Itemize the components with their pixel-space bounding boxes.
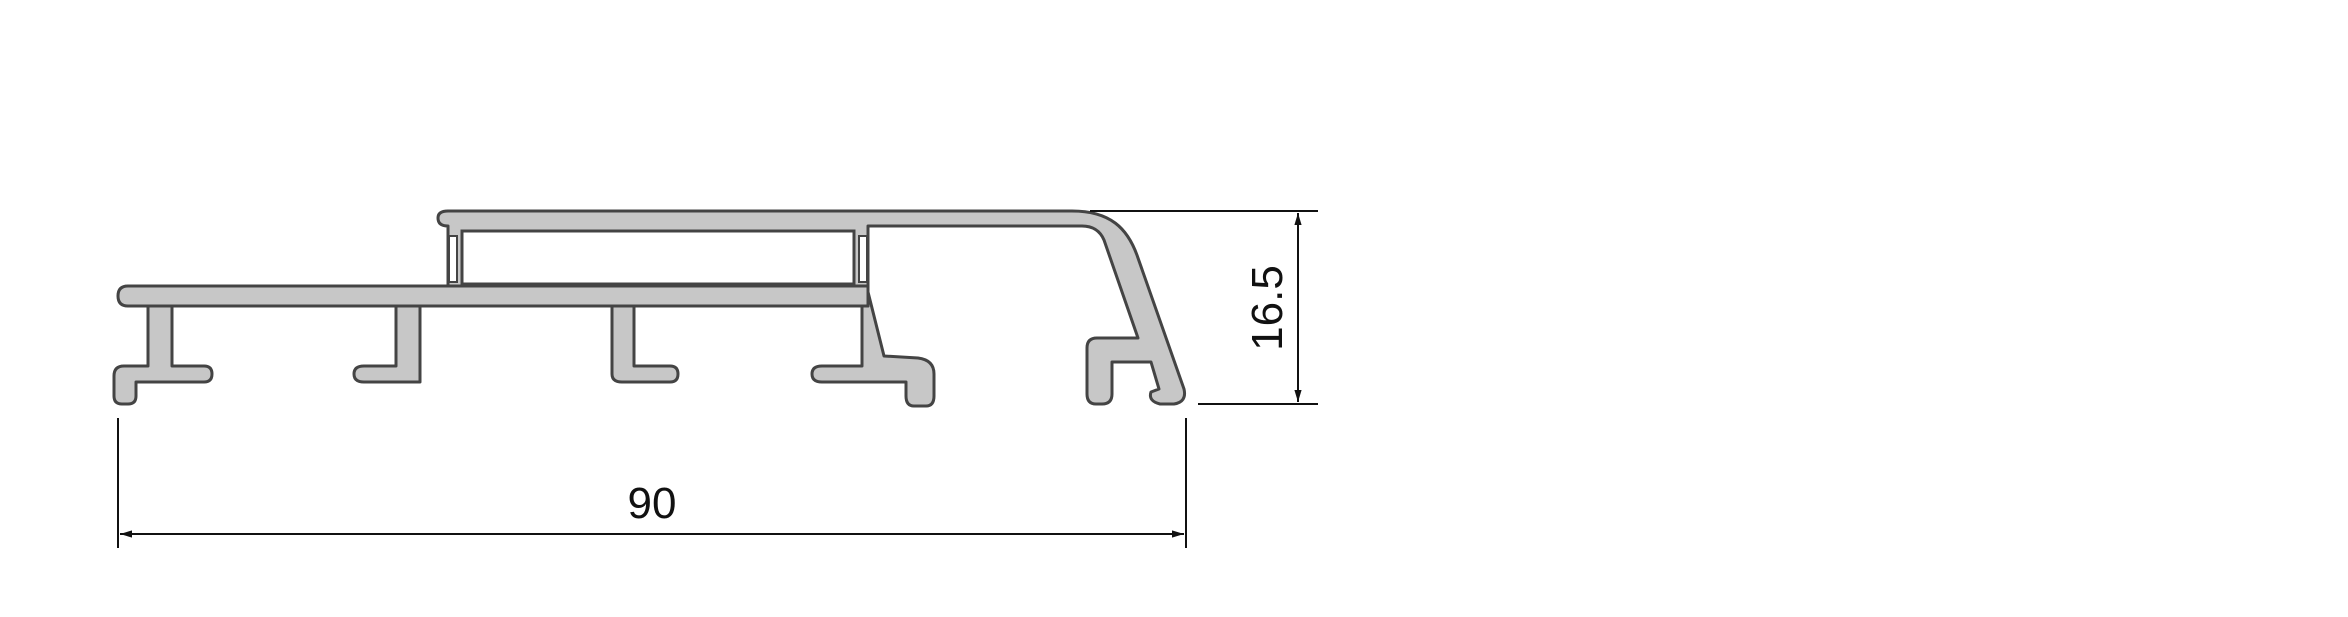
height-dimension: 16.5 xyxy=(1090,210,1318,405)
width-label: 90 xyxy=(628,479,677,528)
height-label: 16.5 xyxy=(1243,265,1292,351)
leg-1 xyxy=(112,304,214,406)
extrusion-profile xyxy=(112,209,1186,408)
base-web xyxy=(116,284,870,308)
chamber-hollow xyxy=(460,229,856,286)
width-dimension: 90 xyxy=(117,418,1187,548)
connector-slot-right xyxy=(858,235,868,283)
leg-2 xyxy=(352,304,422,384)
connector-slot-left xyxy=(448,235,458,283)
leg-3 xyxy=(610,304,680,384)
leg-4 xyxy=(810,290,936,408)
